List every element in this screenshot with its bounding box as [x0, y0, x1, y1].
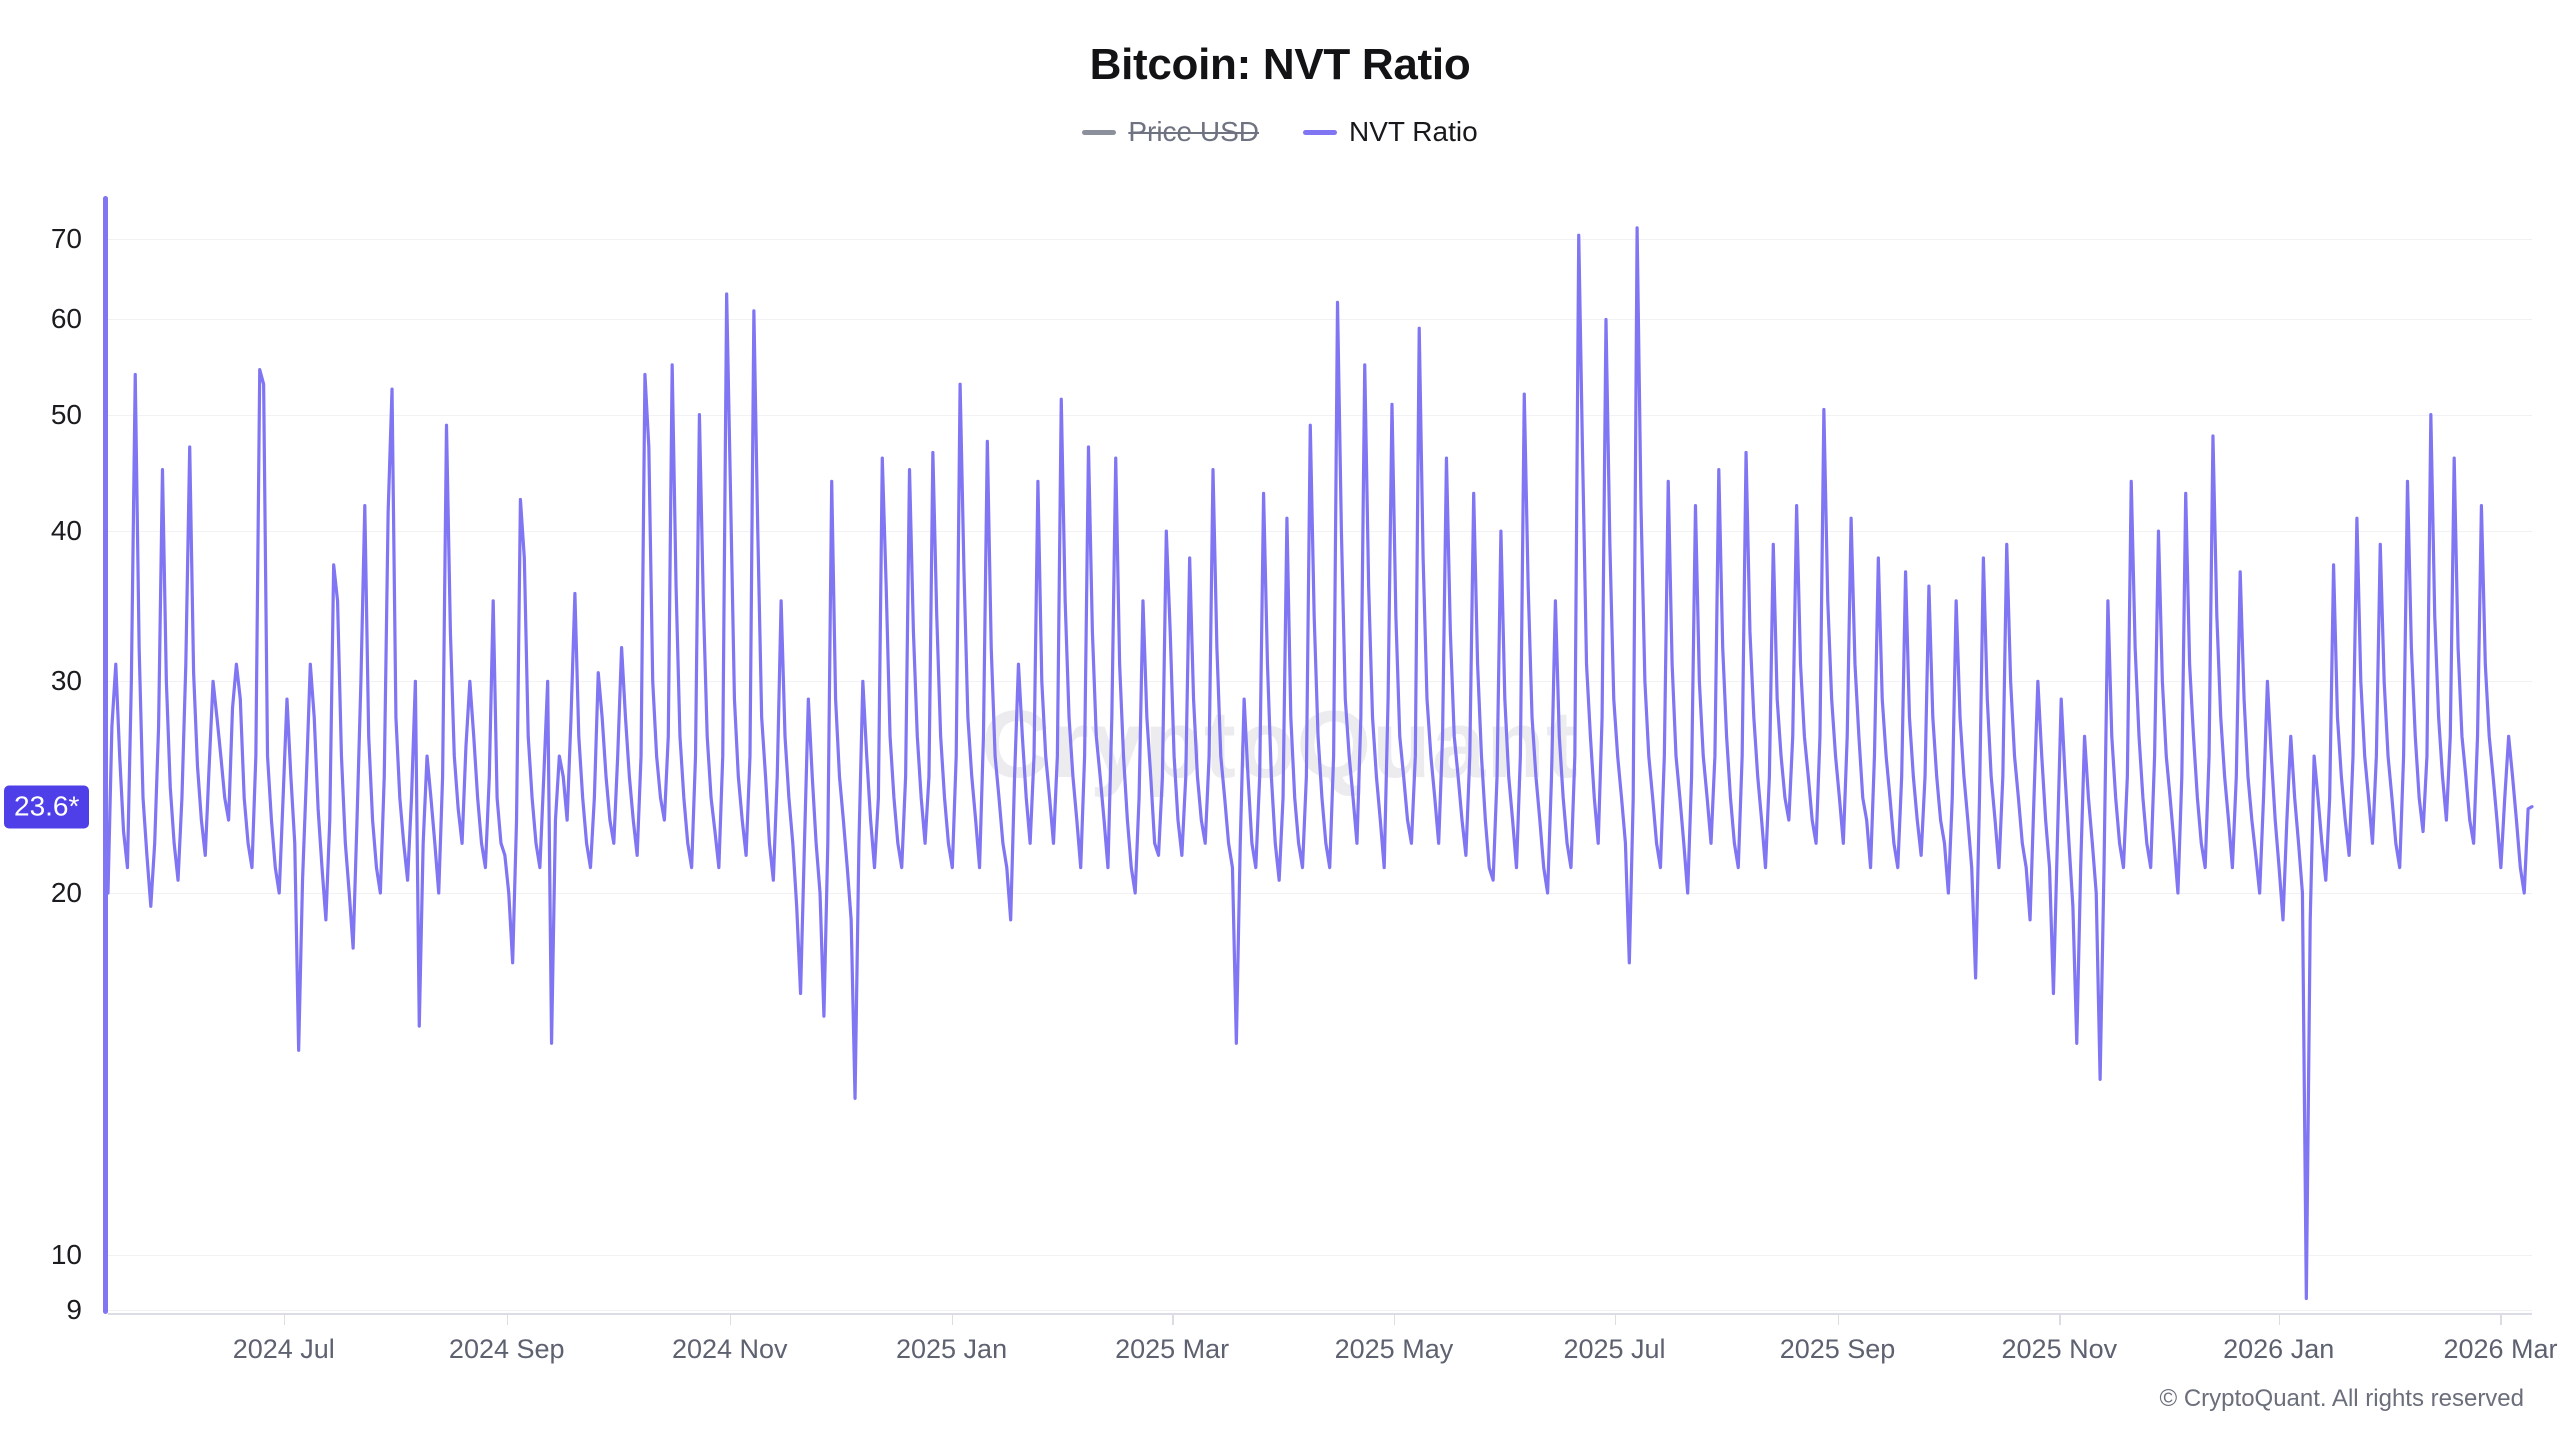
x-axis-tick-mark	[1172, 1313, 1174, 1325]
x-axis-tick-label: 2024 Jul	[232, 1334, 335, 1364]
gridline	[108, 1254, 2532, 1256]
x-axis-tick-mark	[1614, 1313, 1617, 1325]
x-axis-tick-label: 2025 Jan	[895, 1334, 1008, 1364]
x-axis-tick-label: 2025 Jul	[1563, 1334, 1666, 1364]
x-axis-tick-label: 2025 Mar	[1115, 1334, 1230, 1364]
x-axis-tick-mark	[283, 1313, 286, 1325]
x-axis-tick-mark	[2059, 1313, 2061, 1325]
y-axis-tick-label: 50	[50, 398, 82, 430]
series-nvt-ratio	[108, 196, 2532, 1310]
gridline	[108, 414, 2532, 416]
x-axis-tick-mark	[1837, 1313, 1840, 1325]
y-axis-tick-label: 20	[50, 877, 82, 909]
gridline	[108, 238, 2532, 240]
x-axis-tick-label: 2024 Sep	[448, 1334, 565, 1364]
current-value-badge[interactable]: 23.6*	[4, 785, 90, 829]
chart-legend: Price USD NVT Ratio	[0, 118, 2560, 146]
footer-credit: © CryptoQuant. All rights reserved	[2159, 1385, 2525, 1412]
y-axis-tick-label: 9	[66, 1294, 82, 1325]
y-axis-line	[103, 196, 108, 1314]
x-axis-tick-label: 2025 Sep	[1779, 1334, 1896, 1364]
x-axis-tick-mark	[506, 1313, 509, 1325]
legend-item-nvt-ratio[interactable]: NVT Ratio	[1303, 118, 1478, 146]
line-dash-icon	[1082, 129, 1117, 135]
x-axis-tick-mark	[951, 1313, 954, 1325]
gridline	[108, 531, 2532, 533]
x-axis-tick-label: 2026 Jan	[2223, 1334, 2335, 1364]
x-axis-tick-label: 2025 Nov	[2001, 1334, 2118, 1364]
x-axis-tick-mark	[2500, 1313, 2502, 1325]
page-title: Bitcoin: NVT Ratio	[1089, 40, 1471, 89]
x-axis-tick-label: 2026 Mar	[2443, 1334, 2558, 1364]
legend-label-nvt-ratio: NVT Ratio	[1349, 116, 1478, 147]
x-axis-tick-label: 2025 May	[1334, 1334, 1454, 1364]
y-axis-tick-label: 30	[50, 665, 82, 697]
y-axis-tick-label: 60	[50, 303, 82, 335]
x-axis-tick-label: 2024 Nov	[671, 1334, 788, 1364]
series-line-nvt-ratio	[108, 228, 2532, 1299]
y-axis-tick-label: 10	[50, 1238, 82, 1270]
x-axis-tick-mark	[2278, 1313, 2281, 1325]
gridline	[108, 681, 2532, 683]
gridline	[108, 1310, 2532, 1311]
plot-gridlines	[108, 196, 2532, 1311]
x-axis-tick-mark	[729, 1313, 732, 1325]
legend-label-price-usd: Price USD	[1128, 116, 1260, 147]
x-axis-line	[108, 1313, 2532, 1315]
legend-item-price-usd[interactable]: Price USD	[1082, 118, 1259, 146]
gridline	[108, 319, 2532, 321]
line-dash-icon	[1303, 129, 1338, 135]
x-axis-tick-mark	[1393, 1313, 1396, 1325]
gridline	[108, 893, 2532, 895]
y-axis-tick-label: 70	[50, 222, 82, 254]
y-axis-tick-label: 40	[50, 515, 82, 547]
